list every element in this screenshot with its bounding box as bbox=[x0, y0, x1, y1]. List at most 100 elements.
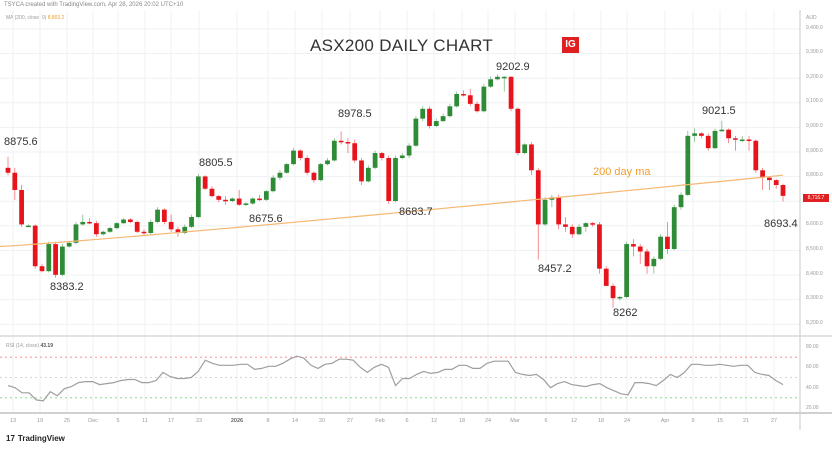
candle bbox=[780, 185, 786, 196]
time-tick: 13 bbox=[9, 418, 17, 424]
rsi-tick: 80.00 bbox=[806, 344, 819, 350]
tradingview-logo[interactable]: 17 TradingView bbox=[6, 434, 65, 443]
ma-legend[interactable]: MA (200, close, 0) 8,803.2 bbox=[6, 15, 64, 21]
candle bbox=[644, 251, 650, 267]
price-tick: 8,400.0 bbox=[806, 270, 823, 277]
candle bbox=[406, 145, 412, 156]
ma-legend-label: MA (200, close, 0) bbox=[6, 15, 47, 21]
rsi-line bbox=[7, 355, 784, 402]
time-tick: 8 bbox=[266, 418, 270, 424]
price-tick: 8,200.0 bbox=[806, 319, 823, 326]
candle bbox=[712, 130, 718, 149]
candle bbox=[66, 242, 72, 247]
ma-line-label: 200 day ma bbox=[593, 166, 651, 178]
candle bbox=[257, 198, 262, 201]
candle bbox=[250, 198, 256, 204]
candle bbox=[5, 167, 11, 173]
rsi-tick: 40.00 bbox=[806, 384, 819, 391]
candle bbox=[379, 153, 385, 158]
time-tick: 17 bbox=[167, 418, 175, 424]
candle bbox=[563, 224, 568, 227]
candle bbox=[121, 219, 126, 224]
candle bbox=[719, 129, 725, 132]
rsi-tick: 60.00 bbox=[806, 364, 819, 371]
tradingview-logo-icon: 17 bbox=[6, 434, 15, 443]
candle bbox=[576, 226, 582, 235]
candle bbox=[733, 138, 738, 140]
time-tick: 12 bbox=[570, 418, 578, 424]
candle bbox=[100, 231, 106, 235]
candle bbox=[597, 224, 602, 269]
candle bbox=[746, 139, 752, 142]
candle bbox=[440, 116, 446, 122]
candle bbox=[297, 150, 303, 158]
candle bbox=[216, 196, 222, 200]
candle bbox=[202, 176, 208, 189]
candle bbox=[195, 176, 201, 218]
annotation-low: 8675.6 bbox=[249, 213, 283, 225]
price-tick: 9,000.0 bbox=[806, 123, 823, 129]
candle bbox=[474, 103, 480, 112]
time-tick: 5 bbox=[116, 418, 120, 424]
price-tick: 8,300.0 bbox=[806, 295, 823, 302]
candle bbox=[12, 172, 18, 190]
time-tick: Feb bbox=[375, 418, 385, 424]
candle bbox=[134, 221, 140, 232]
rsi-legend[interactable]: RSI (14, close) 43.19 bbox=[6, 343, 53, 349]
candle bbox=[141, 231, 147, 234]
time-tick: 2026 bbox=[230, 418, 244, 424]
candle bbox=[243, 203, 249, 205]
candle bbox=[495, 76, 500, 80]
candle bbox=[311, 172, 317, 181]
candle bbox=[454, 94, 460, 107]
candle bbox=[175, 229, 181, 234]
candle bbox=[209, 188, 215, 197]
time-tick: 24 bbox=[623, 418, 631, 424]
candle bbox=[433, 121, 439, 126]
time-tick: 15 bbox=[716, 418, 724, 424]
time-tick: 27 bbox=[770, 418, 778, 424]
annotation-low: 8383.2 bbox=[50, 281, 84, 293]
time-tick: 21 bbox=[742, 418, 750, 424]
candle bbox=[753, 140, 759, 171]
candle bbox=[73, 224, 79, 243]
candle bbox=[603, 268, 609, 286]
candle bbox=[386, 157, 392, 202]
candle bbox=[488, 79, 494, 87]
candle bbox=[393, 157, 398, 202]
annotation-high: 8805.5 bbox=[199, 157, 233, 169]
time-tick: 27 bbox=[346, 418, 354, 424]
candle bbox=[535, 170, 541, 225]
ma-legend-value: 8,803.2 bbox=[47, 15, 65, 21]
candle bbox=[447, 106, 453, 117]
candle bbox=[93, 223, 99, 235]
candle bbox=[556, 197, 562, 225]
candle bbox=[338, 140, 344, 143]
candle bbox=[692, 133, 698, 136]
rsi-tick: 20.00 bbox=[806, 405, 819, 411]
candle bbox=[352, 143, 358, 161]
time-tick: Apr bbox=[660, 418, 670, 424]
annotation-low: 8683.7 bbox=[399, 206, 433, 218]
candle bbox=[399, 155, 405, 158]
candle bbox=[263, 191, 269, 200]
candle bbox=[678, 194, 684, 208]
candle bbox=[767, 177, 772, 181]
price-tick: 9,400.0 bbox=[806, 24, 823, 31]
candle bbox=[590, 223, 596, 225]
candle bbox=[651, 258, 657, 267]
time-tick: 24 bbox=[484, 418, 492, 424]
candle bbox=[148, 221, 154, 234]
rsi-legend-label: RSI (14, close) bbox=[6, 343, 40, 349]
annotation-low: 8693.4 bbox=[764, 218, 798, 230]
chart-title: ASX200 DAILY CHART bbox=[310, 36, 494, 55]
candle bbox=[631, 244, 636, 247]
candle bbox=[501, 76, 507, 79]
price-tick: 9,100.0 bbox=[806, 98, 823, 105]
annotation-high: 9202.9 bbox=[496, 61, 530, 73]
ig-logo-icon: IG bbox=[562, 37, 579, 53]
candle bbox=[420, 108, 426, 119]
candle bbox=[522, 144, 528, 154]
candle bbox=[46, 244, 52, 272]
